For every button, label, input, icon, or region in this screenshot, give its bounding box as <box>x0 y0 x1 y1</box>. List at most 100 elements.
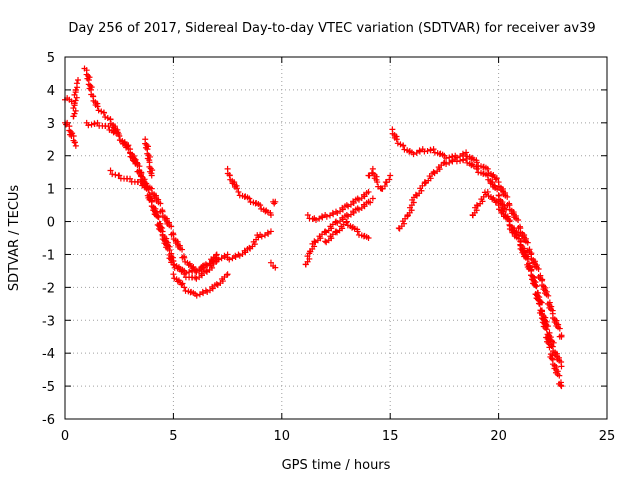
y-tick-label: 2 <box>47 150 55 165</box>
data-point <box>459 150 466 157</box>
series-arc-11 <box>224 228 274 263</box>
data-point <box>193 292 200 299</box>
data-point <box>75 77 82 84</box>
plot-frame <box>64 56 608 420</box>
data-point <box>492 199 499 206</box>
data-point <box>492 176 499 183</box>
data-point <box>170 271 177 278</box>
data-point <box>72 87 79 94</box>
data-point <box>127 175 134 182</box>
data-point <box>494 186 501 193</box>
data-point <box>493 198 500 205</box>
data-point <box>473 202 480 209</box>
data-point <box>67 128 74 135</box>
data-point <box>369 195 376 202</box>
data-point <box>116 172 123 179</box>
x-tick-label: 20 <box>490 429 507 444</box>
data-point <box>148 172 155 179</box>
data-point <box>181 284 188 291</box>
data-point <box>515 235 522 242</box>
data-point <box>449 157 456 164</box>
data-point <box>202 267 209 274</box>
data-point <box>401 146 408 153</box>
series-arc-7 <box>107 167 231 276</box>
data-point <box>166 247 173 254</box>
data-point <box>484 188 491 195</box>
data-point <box>258 233 265 240</box>
x-tick-label: 0 <box>61 429 69 444</box>
data-point <box>94 119 101 126</box>
data-point <box>393 136 400 143</box>
data-point <box>515 216 522 223</box>
data-point <box>109 171 116 178</box>
y-tick-label: -2 <box>42 281 55 296</box>
data-point <box>504 193 511 200</box>
data-point <box>558 333 565 340</box>
data-point <box>157 200 164 207</box>
y-tick-label: 0 <box>47 216 55 231</box>
data-point <box>70 113 77 120</box>
data-point <box>264 229 271 236</box>
data-points <box>62 65 565 390</box>
data-point <box>143 142 150 149</box>
data-point <box>179 246 186 253</box>
data-point <box>556 372 563 379</box>
data-point <box>190 264 197 271</box>
data-point <box>524 239 531 246</box>
x-tick-label: 25 <box>599 429 616 444</box>
data-point <box>72 142 79 149</box>
y-tick-label: -4 <box>42 347 55 362</box>
data-point <box>125 145 132 152</box>
data-point <box>386 176 393 183</box>
data-point <box>304 211 311 218</box>
data-point <box>246 244 253 251</box>
data-point <box>181 254 188 261</box>
data-point <box>72 97 79 104</box>
data-point <box>430 169 437 176</box>
series-arc-8 <box>142 136 156 179</box>
data-point <box>524 256 531 263</box>
data-point <box>170 261 177 268</box>
data-point <box>381 183 388 190</box>
data-point <box>101 109 108 116</box>
data-point <box>213 281 220 288</box>
series-arc-20 <box>469 188 565 390</box>
data-point <box>71 100 78 107</box>
data-point <box>556 325 563 332</box>
data-point <box>504 215 511 222</box>
data-point <box>83 71 90 78</box>
series-arc-4 <box>70 132 79 149</box>
data-point <box>179 280 186 287</box>
data-point <box>493 175 500 182</box>
data-point <box>267 259 274 266</box>
data-point <box>550 339 557 346</box>
x-axis-label: GPS time / hours <box>282 458 391 473</box>
data-point <box>112 171 119 178</box>
data-point <box>394 140 401 147</box>
data-point <box>400 142 407 149</box>
y-tick-label: 5 <box>47 51 55 66</box>
data-point <box>154 213 161 220</box>
data-point <box>94 103 101 110</box>
data-point <box>221 252 228 259</box>
series-arc-13 <box>267 259 279 271</box>
data-point <box>367 199 374 206</box>
y-tick-label: -3 <box>42 314 55 329</box>
y-tick-label: -1 <box>42 248 55 263</box>
data-point <box>70 105 77 112</box>
series-arc-15 <box>304 188 372 223</box>
series-arc-6 <box>83 119 220 276</box>
data-point <box>95 107 102 114</box>
data-point <box>178 281 185 288</box>
data-point <box>557 382 564 389</box>
data-point <box>333 228 339 235</box>
y-tick-label: 4 <box>47 84 55 99</box>
data-point <box>365 235 372 241</box>
data-point <box>257 202 264 209</box>
data-point <box>354 228 361 235</box>
x-tick-label: 5 <box>169 429 177 444</box>
data-point <box>107 167 114 174</box>
data-point <box>463 156 470 163</box>
data-point <box>233 185 240 192</box>
data-point <box>535 265 542 272</box>
